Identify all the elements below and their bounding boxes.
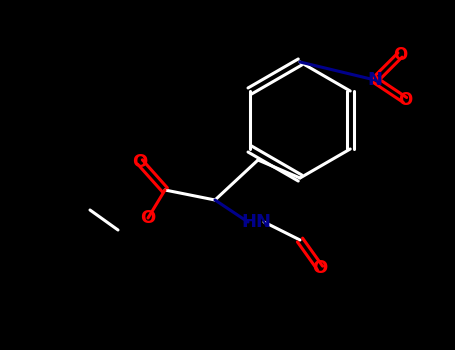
Text: O: O: [393, 46, 407, 64]
Text: HN: HN: [241, 213, 271, 231]
Text: O: O: [141, 209, 156, 227]
Text: N: N: [368, 71, 383, 89]
Text: O: O: [132, 153, 147, 171]
Text: O: O: [313, 259, 328, 277]
Text: O: O: [398, 91, 412, 109]
